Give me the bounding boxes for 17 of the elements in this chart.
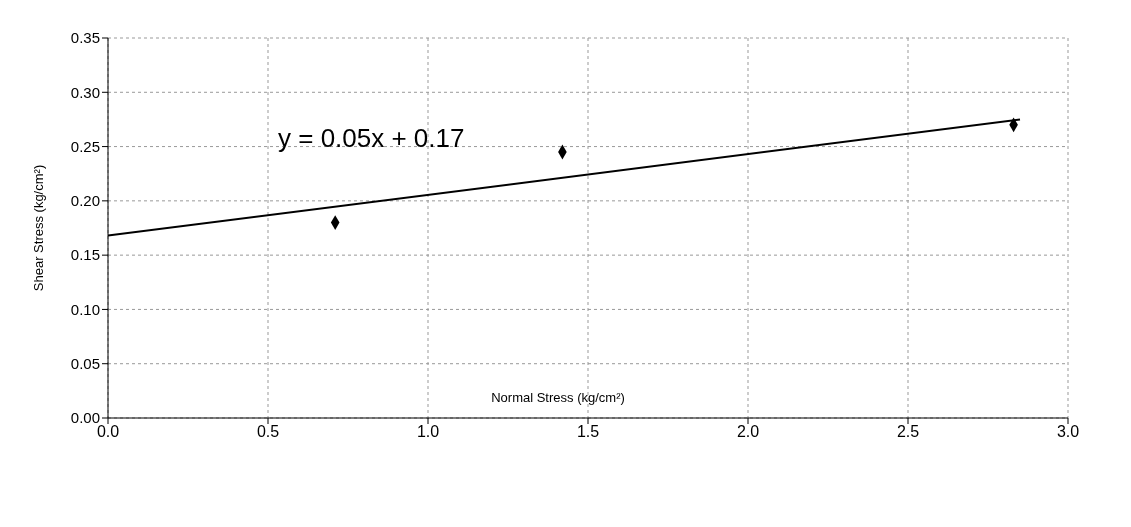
y-tick-label: 0.10: [70, 300, 100, 318]
x-tick-label: 1.0: [416, 423, 440, 441]
x-tick-label: 2.0: [736, 423, 760, 441]
x-axis-title: Normal Stress (kg/cm²): [490, 390, 626, 405]
y-axis-title: Shear Stress (kg/cm²): [30, 164, 46, 292]
x-tick-label: 0.0: [96, 423, 120, 441]
y-tick-label: 0.30: [70, 83, 100, 101]
x-tick-label: 0.5: [256, 423, 280, 441]
y-tick-label: 0.25: [70, 137, 100, 155]
x-tick-label: 3.0: [1056, 423, 1080, 441]
x-tick-label: 2.5: [896, 423, 920, 441]
y-tick-label: 0.20: [70, 192, 100, 210]
y-tick-label: 0.15: [70, 246, 100, 264]
y-tick-label: 0.35: [70, 29, 100, 47]
annotation: y = 0.05x + 0.17: [278, 123, 465, 154]
y-tick-label: 0.05: [70, 355, 100, 373]
x-tick-label: 1.5: [576, 423, 600, 441]
